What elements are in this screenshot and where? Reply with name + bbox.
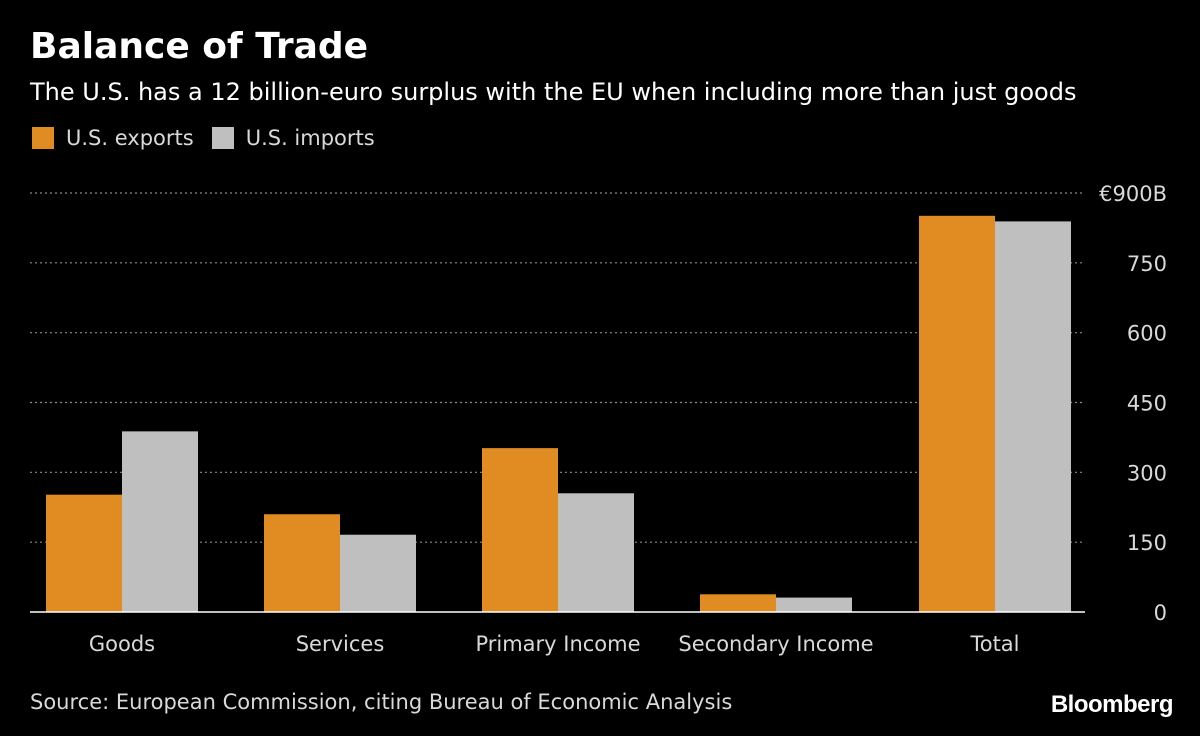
y-tick-label-300: 300 bbox=[1127, 461, 1167, 485]
x-tick-label-goods: Goods bbox=[89, 632, 155, 656]
y-tick-label-600: 600 bbox=[1127, 322, 1167, 346]
legend-swatch-exports bbox=[32, 127, 54, 149]
legend-item-exports: U.S. exports bbox=[32, 126, 194, 150]
bar-imports-primary-income bbox=[558, 493, 634, 612]
bar-imports-goods bbox=[122, 431, 198, 612]
bar-exports-services bbox=[264, 514, 340, 612]
y-tick-label-750: 750 bbox=[1127, 252, 1167, 276]
bar-exports-goods bbox=[46, 494, 122, 612]
legend-label-exports: U.S. exports bbox=[66, 126, 194, 150]
legend: U.S. exports U.S. imports bbox=[32, 126, 393, 150]
y-tick-label-900: €900B bbox=[1099, 182, 1167, 206]
chart-title: Balance of Trade bbox=[30, 26, 369, 67]
source-note: Source: European Commission, citing Bure… bbox=[30, 690, 733, 714]
y-tick-label-450: 450 bbox=[1127, 392, 1167, 416]
y-tick-label-0: 0 bbox=[1154, 601, 1167, 625]
x-tick-label-total: Total bbox=[969, 632, 1019, 656]
bar-imports-services bbox=[340, 534, 416, 612]
legend-label-imports: U.S. imports bbox=[245, 126, 375, 150]
x-tick-label-secondary-income: Secondary Income bbox=[678, 632, 873, 656]
chart-subtitle: The U.S. has a 12 billion-euro surplus w… bbox=[30, 78, 1077, 106]
y-tick-label-150: 150 bbox=[1127, 531, 1167, 555]
x-tick-label-services: Services bbox=[296, 632, 385, 656]
bar-imports-secondary-income bbox=[776, 597, 852, 612]
x-tick-label-primary-income: Primary Income bbox=[475, 632, 640, 656]
bloomberg-logo: Bloomberg bbox=[1050, 691, 1174, 718]
bar-exports-primary-income bbox=[482, 448, 558, 612]
legend-swatch-imports bbox=[211, 127, 234, 149]
bar-imports-total bbox=[995, 221, 1071, 612]
bar-exports-secondary-income bbox=[700, 594, 776, 612]
bar-exports-total bbox=[919, 215, 995, 612]
legend-item-imports: U.S. imports bbox=[211, 126, 375, 150]
